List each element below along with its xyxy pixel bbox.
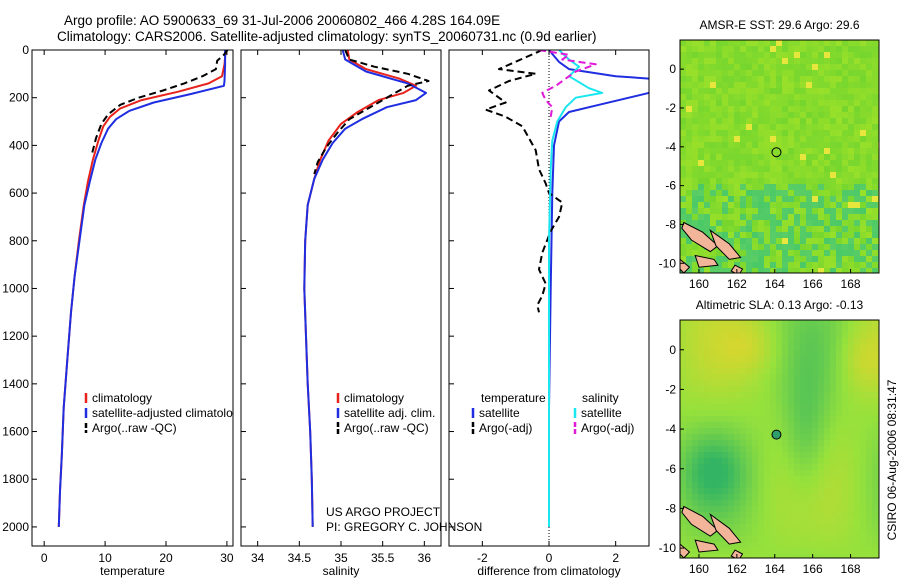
series-temperature-satellite — [548, 50, 649, 527]
x-tick-label: 35 — [334, 551, 348, 565]
salinity-panel-xlabel: salinity — [323, 564, 360, 578]
temperature-panel-xlabel: temperature — [100, 564, 165, 578]
y-tick-label: 800 — [9, 234, 29, 248]
salinity-legend-label: climatology — [344, 391, 404, 405]
map-y-tick-label: -2 — [665, 382, 676, 396]
sst-map-field — [680, 40, 879, 273]
temperature-panel-frame — [31, 49, 234, 547]
difference-panel-plot-area — [484, 50, 649, 546]
diff-legend-salinity-title: salinity — [582, 391, 619, 405]
island-outline — [680, 543, 691, 558]
map-y-tick-label: 0 — [669, 343, 676, 357]
y-tick-label: 1000 — [2, 281, 29, 295]
map-x-tick-label: 166 — [803, 562, 823, 576]
map-y-tick-label: -8 — [665, 501, 676, 515]
diff-legend-temperature-title: temperature — [481, 391, 546, 405]
salinity-legend-label: satellite adj. clim. — [344, 406, 435, 420]
x-tick-label: -2 — [477, 551, 488, 565]
map-x-tick-label: 162 — [727, 562, 747, 576]
map-y-tick-label: -10 — [659, 541, 677, 555]
y-tick-label: 1800 — [2, 472, 29, 486]
figure-title-line1: Argo profile: AO 5900633_69 31-Jul-2006 … — [64, 13, 501, 28]
series-argo-raw-qc- — [91, 50, 229, 153]
series-satellite-adjusted-climatology — [57, 50, 227, 527]
island-outline — [681, 221, 719, 253]
argo-float-marker — [771, 147, 782, 158]
island-outline — [709, 228, 742, 260]
temperature-legend-label: Argo(..raw -QC) — [92, 421, 177, 435]
map-y-tick-label: -6 — [665, 179, 676, 193]
sst-map-title: AMSR-E SST: 29.6 Argo: 29.6 — [699, 18, 859, 32]
map-y-tick-label: -2 — [665, 101, 676, 115]
island-outline — [709, 513, 742, 545]
x-tick-label: 0 — [41, 551, 48, 565]
map-x-tick-label: 168 — [841, 562, 861, 576]
difference-panel-xlabel: difference from climatology — [477, 564, 620, 578]
argo-float-marker — [771, 429, 782, 440]
island-outline — [694, 539, 719, 553]
diff-legend-sal-satellite-label: satellite — [581, 406, 622, 420]
map-y-tick-label: -10 — [659, 256, 677, 270]
series-salinity-satellite — [548, 50, 604, 527]
credit-pi: PI: GREGORY C. JOHNSON — [326, 520, 482, 534]
y-tick-label: 1600 — [2, 425, 29, 439]
map-x-tick-label: 166 — [803, 277, 823, 291]
sla-map-field — [680, 320, 879, 558]
map-y-tick-label: -4 — [665, 422, 676, 436]
temperature-panel-plot-area — [57, 50, 229, 527]
diff-legend-sal-argo-label: Argo(-adj) — [581, 421, 634, 435]
temperature-legend-label: satellite-adjusted climatology — [92, 406, 245, 420]
y-tick-label: 1200 — [2, 329, 29, 343]
series-climatology — [57, 50, 227, 527]
x-tick-label: 34.5 — [288, 551, 312, 565]
series-salinity-argo-adj- — [538, 50, 597, 117]
y-tick-label: 2000 — [2, 520, 29, 534]
map-x-tick-label: 160 — [689, 562, 709, 576]
y-tick-label: 1400 — [2, 377, 29, 391]
salinity-panel-plot-area — [303, 50, 430, 527]
figure-title-line2: Climatology: CARS2006. Satellite-adjuste… — [57, 29, 597, 44]
map-y-tick-label: -6 — [665, 462, 676, 476]
sla-map-frame — [679, 319, 880, 559]
island-outline — [694, 254, 719, 268]
x-tick-label: 2 — [612, 551, 619, 565]
series-climatology — [303, 50, 417, 527]
temperature-legend-label: climatology — [92, 391, 152, 405]
diff-legend-temp-satellite-label: satellite — [479, 406, 520, 420]
y-tick-label: 400 — [9, 138, 29, 152]
x-tick-label: 10 — [98, 551, 112, 565]
salinity-legend-label: Argo(..raw -QC) — [344, 421, 429, 435]
y-tick-label: 200 — [9, 91, 29, 105]
series-temperature-argo-adj- — [484, 50, 564, 313]
island-outline — [681, 505, 719, 537]
credit-project: US ARGO PROJECT — [326, 505, 441, 519]
y-tick-label: 600 — [9, 186, 29, 200]
diff-legend-temp-argo-label: Argo(-adj) — [479, 421, 532, 435]
map-y-tick-label: -4 — [665, 140, 676, 154]
map-y-tick-label: 0 — [669, 62, 676, 76]
x-tick-label: 34 — [251, 551, 265, 565]
x-tick-label: 35.5 — [371, 551, 395, 565]
map-x-tick-label: 160 — [689, 277, 709, 291]
sla-map-title: Altimetric SLA: 0.13 Argo: -0.13 — [696, 298, 864, 312]
map-x-tick-label: 164 — [765, 277, 785, 291]
series-argo-raw-qc- — [313, 50, 430, 175]
series-satellite-adj-clim- — [303, 50, 427, 527]
map-x-tick-label: 168 — [841, 277, 861, 291]
x-tick-label: 0 — [546, 551, 553, 565]
y-tick-label: 0 — [22, 43, 29, 57]
map-x-tick-label: 162 — [727, 277, 747, 291]
credit-stamp: CSIRO 06-Aug-2006 08:31:47 — [885, 379, 899, 540]
x-tick-label: 20 — [159, 551, 173, 565]
map-x-tick-label: 164 — [765, 562, 785, 576]
sst-map-frame — [679, 39, 880, 274]
x-tick-label: 30 — [220, 551, 234, 565]
map-y-tick-label: -8 — [665, 217, 676, 231]
x-tick-label: 36 — [418, 551, 432, 565]
